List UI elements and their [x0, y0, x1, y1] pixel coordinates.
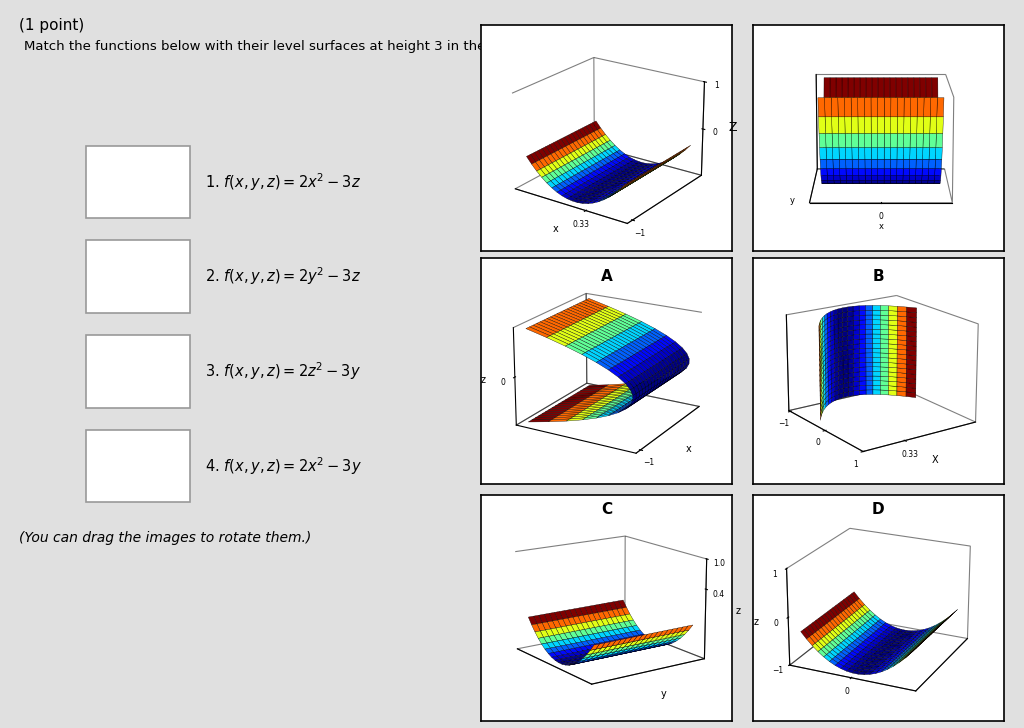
Bar [86, 146, 190, 218]
Y-axis label: y: y [662, 689, 667, 699]
X-axis label: x: x [879, 222, 884, 231]
X-axis label: X: X [932, 454, 938, 464]
Text: C: C [601, 502, 612, 518]
Text: B: B [872, 269, 884, 285]
Text: 3. $f(x, y, z) = 2z^2 - 3y$: 3. $f(x, y, z) = 2z^2 - 3y$ [205, 360, 360, 382]
Text: 4. $f(x, y, z) = 2x^2 - 3y$: 4. $f(x, y, z) = 2x^2 - 3y$ [205, 455, 361, 477]
Bar [86, 335, 190, 408]
Bar [86, 240, 190, 313]
Text: (You can drag the images to rotate them.): (You can drag the images to rotate them.… [19, 531, 311, 545]
Text: 1. $f(x, y, z) = 2x^2 - 3z$: 1. $f(x, y, z) = 2x^2 - 3z$ [205, 171, 360, 193]
Text: A: A [601, 269, 612, 285]
Text: 2. $f(x, y, z) = 2y^2 - 3z$: 2. $f(x, y, z) = 2y^2 - 3z$ [205, 266, 360, 288]
X-axis label: x: x [686, 444, 692, 454]
Bar [86, 430, 190, 502]
Text: Match the functions below with their level surfaces at height 3 in the table at : Match the functions below with their lev… [24, 40, 607, 53]
X-axis label: x: x [553, 224, 559, 234]
Text: (1 point): (1 point) [19, 18, 84, 33]
Text: D: D [871, 502, 885, 518]
Y-axis label: y: y [790, 197, 795, 205]
